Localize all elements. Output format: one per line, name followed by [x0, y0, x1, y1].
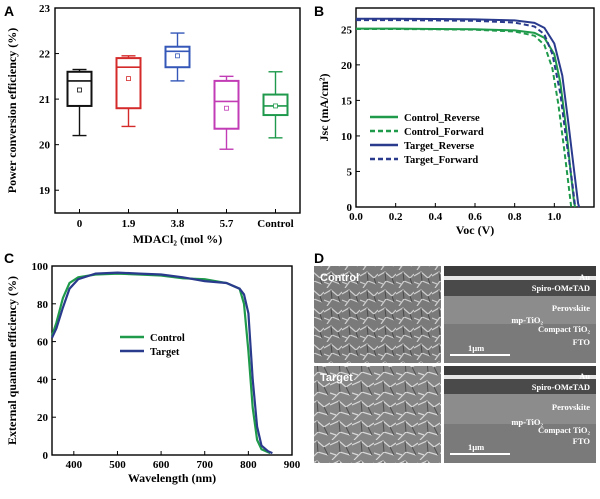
panel-label-d: D	[314, 250, 324, 266]
jv-curve-panel: 0 5 10 15 20 25 0.0 0.2 0.4 0.6 0.8 1.0 Voc (V) Jsc (…	[317, 7, 595, 237]
panel-label-a: A	[4, 3, 14, 19]
x-tick-label: 400	[66, 459, 83, 471]
legend-label: Control_Reverse	[404, 113, 480, 124]
y-tick-label: 80	[37, 299, 49, 311]
y-tick-label: 60	[37, 337, 49, 349]
x-tick-label: 0.8	[508, 211, 522, 223]
y-axis-label: Jsc (mA/cm²)	[317, 74, 331, 142]
box-mean-marker	[273, 103, 278, 109]
y-tick-label: 22	[39, 49, 51, 61]
layer-au: Au	[579, 272, 590, 282]
sem-control-label: Control	[320, 272, 359, 284]
x-tick-label: 500	[109, 459, 126, 471]
scale-bar-label: 1µm	[468, 343, 484, 353]
legend-label: Target_Reverse	[404, 141, 475, 152]
x-axis-label: MDACl₂ (mol %)	[133, 232, 223, 246]
panel-label-b: B	[314, 3, 324, 19]
y-tick-label: 23	[39, 3, 51, 15]
plot-frame	[51, 265, 293, 456]
box-plot-panel: 19 20 21 22 23 0 1.9 3.8 5.7 Control MDACl₂ (mol %…	[5, 3, 301, 246]
box-mean-marker	[77, 87, 82, 93]
layer-spiro-target: Spiro-OMeTAD	[532, 382, 590, 392]
y-axis-label: Power conversion efficiency (%)	[5, 28, 19, 193]
y-tick-label: 10	[341, 131, 353, 143]
x-tick-label: 600	[153, 459, 170, 471]
panel-label-c: C	[4, 250, 14, 266]
box-body	[213, 79, 240, 130]
legend-label: Control_Forward	[404, 127, 484, 138]
series-line-target_reverse	[356, 17, 581, 208]
x-tick-label: 1.0	[547, 211, 561, 223]
y-tick-label: 20	[37, 412, 49, 424]
y-axis-label: External quantum efficiency (%)	[5, 276, 19, 445]
sem-images-panel: Control Au Spiro-OMeTAD Perovskite mp-Ti…	[314, 266, 596, 463]
layer-perovskite: Perovskite	[552, 303, 590, 313]
x-tick-label: 5.7	[220, 218, 234, 230]
layer-spiro: Spiro-OMeTAD	[532, 283, 590, 293]
y-tick-label: 25	[341, 24, 353, 36]
x-tick-label: 0.4	[428, 211, 442, 223]
series-line-control	[50, 272, 271, 455]
x-tick-label: 0.2	[389, 211, 403, 223]
y-tick-label: 40	[37, 374, 49, 386]
sem-topview-control	[314, 266, 441, 363]
layer-fto-target: FTO	[573, 436, 591, 446]
layer-compact-tio2-target: Compact TiO₂	[538, 425, 591, 435]
layer-compact-tio2: Compact TiO₂	[538, 324, 591, 334]
box-mean-marker	[224, 105, 229, 111]
series-line-target_forward	[356, 19, 577, 208]
x-tick-label: 900	[284, 459, 301, 471]
y-tick-label: 0	[347, 202, 353, 214]
scale-bar-label-target: 1µm	[468, 442, 484, 452]
x-tick-label: 1.9	[122, 218, 136, 230]
x-tick-label: 0.6	[468, 211, 482, 223]
layer-perovskite-target: Perovskite	[552, 402, 590, 412]
layer-mp-tio2: mp-TiO₂	[511, 315, 543, 325]
layer-fto: FTO	[573, 337, 591, 347]
x-axis-label: Voc (V)	[456, 223, 495, 237]
y-tick-label: 5	[347, 166, 353, 178]
eqe-panel: 0 20 40 60 80 100 400 500 600 700 800 900 Wavelength…	[5, 261, 301, 485]
series-line-target	[51, 271, 273, 455]
x-axis-label: Wavelength (nm)	[128, 471, 216, 485]
layer-mp-tio2-target: mp-TiO₂	[511, 417, 543, 427]
x-tick-label: 800	[240, 459, 257, 471]
sem-topview-target	[314, 366, 441, 463]
y-tick-label: 19	[39, 185, 51, 197]
x-tick-label: 3.8	[171, 218, 185, 230]
y-tick-label: 0	[43, 450, 49, 462]
x-tick-label: 700	[196, 459, 213, 471]
y-tick-label: 15	[341, 95, 353, 107]
box-mean-marker	[175, 53, 180, 59]
box-body	[115, 57, 142, 110]
box-mean-marker	[126, 76, 131, 82]
x-tick-label: 0.0	[349, 211, 363, 223]
y-tick-label: 21	[39, 94, 50, 106]
y-tick-label: 20	[39, 140, 51, 152]
x-tick-label: Control	[257, 218, 293, 230]
sem-target-label: Target	[320, 372, 353, 384]
y-tick-label: 100	[32, 261, 49, 273]
legend-label: Target_Forward	[404, 155, 478, 166]
legend-label: Target	[150, 347, 180, 358]
series-line-control_forward	[356, 28, 573, 208]
y-tick-label: 20	[341, 60, 353, 72]
legend-label: Control	[150, 333, 185, 344]
layer-au-target: Au	[579, 371, 590, 381]
x-tick-label: 0	[77, 218, 83, 230]
